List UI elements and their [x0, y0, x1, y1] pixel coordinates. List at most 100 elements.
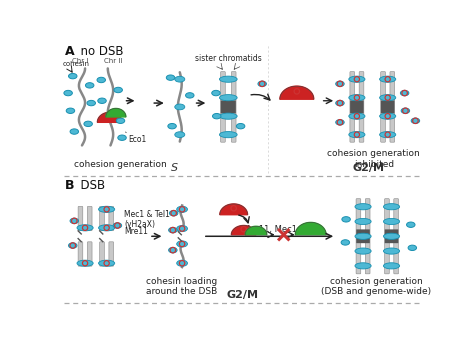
- Ellipse shape: [349, 113, 365, 119]
- Polygon shape: [220, 204, 247, 215]
- Polygon shape: [245, 226, 267, 235]
- Ellipse shape: [97, 77, 106, 83]
- Ellipse shape: [99, 206, 115, 212]
- Text: Chr II: Chr II: [104, 58, 122, 64]
- Ellipse shape: [85, 83, 94, 88]
- Ellipse shape: [177, 260, 188, 266]
- Ellipse shape: [168, 124, 176, 129]
- Ellipse shape: [401, 90, 409, 96]
- Ellipse shape: [116, 118, 125, 124]
- Ellipse shape: [175, 132, 185, 138]
- Ellipse shape: [99, 260, 115, 266]
- FancyBboxPatch shape: [384, 199, 389, 274]
- FancyBboxPatch shape: [359, 72, 364, 142]
- Ellipse shape: [177, 241, 188, 247]
- Ellipse shape: [342, 216, 350, 222]
- Ellipse shape: [380, 95, 396, 101]
- Ellipse shape: [177, 206, 188, 212]
- Ellipse shape: [113, 223, 122, 228]
- Ellipse shape: [336, 81, 344, 87]
- Ellipse shape: [219, 76, 237, 82]
- Ellipse shape: [98, 98, 106, 103]
- Ellipse shape: [411, 118, 419, 124]
- Ellipse shape: [99, 225, 115, 231]
- Ellipse shape: [77, 225, 93, 231]
- Text: Mre11: Mre11: [124, 227, 148, 236]
- Ellipse shape: [175, 76, 185, 82]
- Text: sister chromatids: sister chromatids: [195, 54, 262, 63]
- Ellipse shape: [70, 129, 79, 134]
- Text: B: B: [65, 179, 74, 192]
- Ellipse shape: [237, 124, 245, 129]
- FancyBboxPatch shape: [385, 230, 398, 243]
- Ellipse shape: [258, 81, 266, 87]
- FancyBboxPatch shape: [356, 199, 361, 274]
- Ellipse shape: [219, 132, 237, 138]
- Ellipse shape: [408, 245, 417, 251]
- FancyBboxPatch shape: [350, 72, 355, 142]
- FancyBboxPatch shape: [109, 206, 114, 231]
- Ellipse shape: [383, 248, 400, 254]
- Ellipse shape: [355, 203, 371, 210]
- Text: cohesin loading
around the DSB: cohesin loading around the DSB: [146, 277, 218, 296]
- Ellipse shape: [177, 226, 188, 232]
- Ellipse shape: [380, 132, 396, 138]
- Ellipse shape: [380, 76, 396, 82]
- Ellipse shape: [383, 233, 400, 239]
- Ellipse shape: [219, 95, 237, 101]
- Text: cohesion generation
inhibited: cohesion generation inhibited: [328, 149, 420, 169]
- FancyBboxPatch shape: [100, 206, 104, 231]
- Ellipse shape: [169, 210, 178, 216]
- Ellipse shape: [166, 75, 175, 80]
- Ellipse shape: [77, 260, 93, 266]
- FancyBboxPatch shape: [381, 100, 394, 113]
- Polygon shape: [280, 86, 314, 99]
- Text: S: S: [171, 163, 178, 173]
- Ellipse shape: [84, 121, 92, 127]
- Text: cohesin: cohesin: [63, 61, 90, 67]
- Ellipse shape: [355, 218, 371, 225]
- FancyBboxPatch shape: [78, 206, 83, 231]
- Ellipse shape: [383, 218, 400, 225]
- FancyBboxPatch shape: [100, 242, 104, 266]
- Text: A: A: [65, 45, 75, 58]
- Text: no DSB: no DSB: [73, 45, 123, 58]
- Polygon shape: [231, 226, 256, 235]
- Ellipse shape: [383, 263, 400, 269]
- Ellipse shape: [219, 113, 237, 119]
- Text: cohesion generation
(DSB and genome-wide): cohesion generation (DSB and genome-wide…: [321, 277, 431, 296]
- Ellipse shape: [355, 248, 371, 254]
- Ellipse shape: [70, 218, 79, 224]
- FancyBboxPatch shape: [221, 100, 236, 113]
- Ellipse shape: [349, 95, 365, 101]
- FancyBboxPatch shape: [231, 72, 236, 142]
- Text: Eco1: Eco1: [128, 135, 146, 144]
- Text: Mre11, Mec1: Mre11, Mec1: [243, 225, 297, 234]
- Ellipse shape: [66, 108, 75, 113]
- FancyBboxPatch shape: [87, 206, 92, 231]
- Polygon shape: [295, 222, 326, 235]
- Ellipse shape: [349, 76, 365, 82]
- Ellipse shape: [380, 113, 396, 119]
- Ellipse shape: [355, 263, 371, 269]
- Text: G2/M: G2/M: [227, 290, 259, 300]
- Polygon shape: [106, 108, 126, 117]
- FancyBboxPatch shape: [381, 72, 385, 142]
- FancyBboxPatch shape: [87, 242, 92, 266]
- Text: Mec1 & Tel1
(γH2aX): Mec1 & Tel1 (γH2aX): [124, 210, 170, 229]
- Ellipse shape: [341, 240, 349, 245]
- FancyBboxPatch shape: [109, 242, 114, 266]
- Ellipse shape: [401, 108, 410, 113]
- Text: Chr I: Chr I: [72, 58, 89, 64]
- Ellipse shape: [169, 247, 177, 253]
- FancyBboxPatch shape: [220, 72, 225, 142]
- Ellipse shape: [336, 100, 344, 106]
- Ellipse shape: [212, 90, 220, 96]
- FancyBboxPatch shape: [356, 230, 370, 243]
- FancyBboxPatch shape: [394, 199, 399, 274]
- Ellipse shape: [383, 203, 400, 210]
- Ellipse shape: [185, 93, 194, 98]
- Ellipse shape: [349, 132, 365, 138]
- FancyBboxPatch shape: [78, 242, 83, 266]
- Ellipse shape: [114, 87, 122, 93]
